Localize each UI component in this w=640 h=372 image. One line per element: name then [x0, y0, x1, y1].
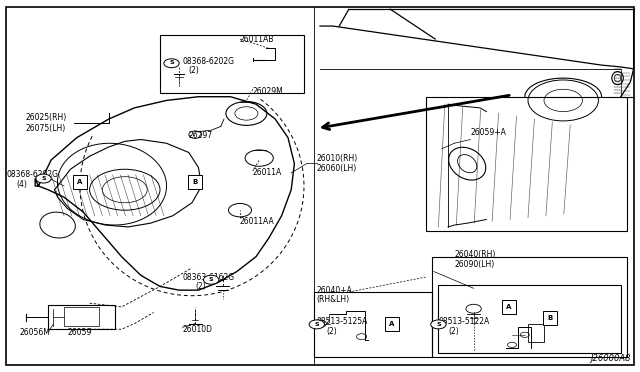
- Bar: [438, 285, 621, 353]
- Bar: [314, 292, 432, 357]
- Text: 26011A: 26011A: [253, 169, 282, 177]
- Bar: [426, 97, 627, 231]
- Bar: [64, 307, 99, 326]
- Text: A: A: [77, 179, 83, 185]
- Circle shape: [309, 320, 324, 329]
- Text: (RH&LH): (RH&LH): [317, 295, 350, 304]
- Bar: [502, 300, 516, 314]
- Text: (2): (2): [326, 327, 337, 336]
- Text: 26297: 26297: [189, 131, 213, 140]
- Text: (4): (4): [16, 180, 27, 189]
- Text: S: S: [209, 277, 214, 282]
- Text: 26060(LH): 26060(LH): [317, 164, 357, 173]
- Circle shape: [204, 275, 219, 284]
- Text: B: B: [193, 179, 198, 185]
- Text: J26000A8: J26000A8: [590, 354, 630, 363]
- Text: S: S: [436, 321, 441, 327]
- Text: 08513-5122A: 08513-5122A: [438, 317, 490, 326]
- Text: 26025(RH): 26025(RH): [26, 113, 67, 122]
- Text: S: S: [41, 176, 46, 181]
- Bar: [160, 35, 304, 93]
- Text: 26011AA: 26011AA: [240, 217, 275, 226]
- Text: 08368-6202G: 08368-6202G: [182, 57, 234, 66]
- Text: A: A: [389, 321, 394, 327]
- Text: S: S: [169, 60, 174, 65]
- Bar: [543, 311, 557, 325]
- Text: 08368-6202G: 08368-6202G: [6, 170, 58, 179]
- Text: (2): (2): [189, 66, 200, 75]
- Text: (2): (2): [195, 282, 206, 291]
- Text: 26059: 26059: [67, 328, 92, 337]
- Bar: [385, 317, 399, 331]
- Text: 26029M: 26029M: [253, 87, 284, 96]
- Text: 26075(LH): 26075(LH): [26, 124, 66, 133]
- Text: 08363-6162G: 08363-6162G: [182, 273, 234, 282]
- Text: A: A: [506, 304, 511, 310]
- Text: 26040+A: 26040+A: [317, 286, 353, 295]
- Bar: [48, 305, 115, 329]
- Text: 26011AB: 26011AB: [240, 35, 275, 44]
- Text: 08513-5125A: 08513-5125A: [317, 317, 368, 326]
- Text: 26010D: 26010D: [182, 325, 212, 334]
- Text: S: S: [314, 321, 319, 327]
- Circle shape: [36, 174, 51, 183]
- Circle shape: [431, 320, 446, 329]
- Bar: [73, 175, 87, 189]
- Text: 26059+A: 26059+A: [470, 128, 506, 137]
- Text: 26040(RH): 26040(RH): [454, 250, 496, 259]
- Bar: [432, 257, 627, 357]
- Text: (2): (2): [448, 327, 459, 336]
- Text: 26010(RH): 26010(RH): [317, 154, 358, 163]
- Text: 26056M: 26056M: [19, 328, 50, 337]
- Text: 26090(LH): 26090(LH): [454, 260, 495, 269]
- Bar: [188, 175, 202, 189]
- Text: B: B: [548, 315, 553, 321]
- Circle shape: [164, 59, 179, 68]
